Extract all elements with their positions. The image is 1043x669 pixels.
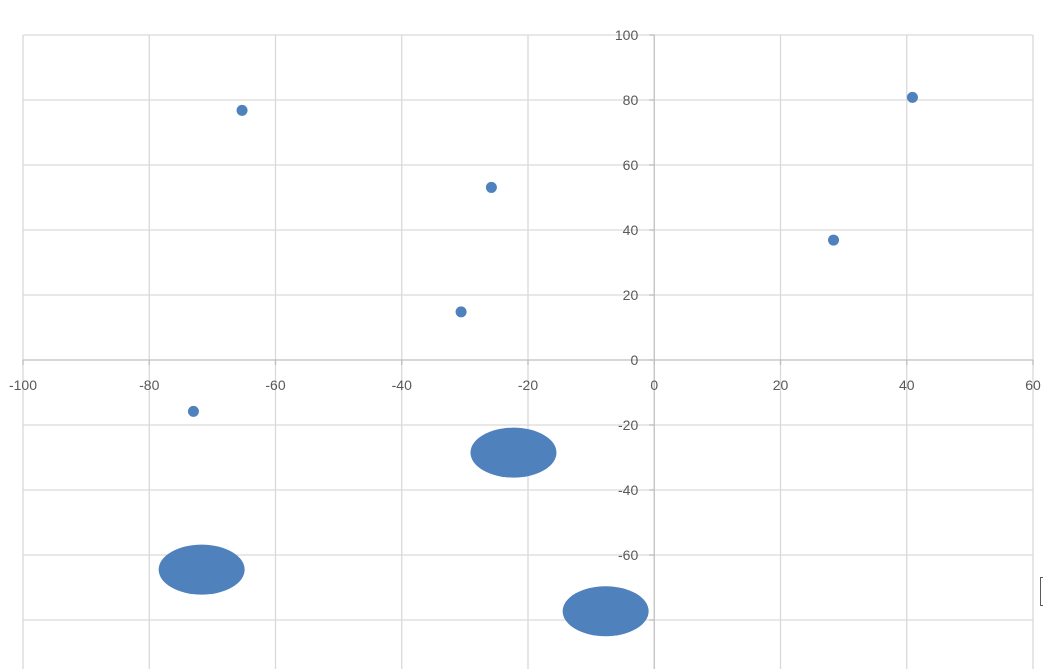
x-tick-label: -100 bbox=[9, 377, 37, 393]
x-tick-label: 0 bbox=[650, 377, 658, 393]
y-tick-label: -40 bbox=[618, 482, 638, 498]
y-tick-label: -60 bbox=[618, 547, 638, 563]
x-tick-label: 60 bbox=[1025, 377, 1041, 393]
data-point-enlarged bbox=[470, 427, 557, 478]
data-point bbox=[236, 104, 248, 116]
data-point bbox=[485, 181, 497, 193]
y-tick-label: 80 bbox=[623, 92, 639, 108]
x-tick-label: -80 bbox=[139, 377, 159, 393]
gridlines bbox=[22, 34, 1034, 669]
axes bbox=[22, 34, 1034, 669]
offscreen-element-edge bbox=[1040, 577, 1043, 606]
data-point-enlarged bbox=[158, 544, 245, 595]
data-point bbox=[906, 91, 918, 103]
data-point bbox=[187, 405, 199, 417]
y-tick-label: 20 bbox=[623, 287, 639, 303]
data-point bbox=[455, 306, 467, 318]
x-tick-label: -60 bbox=[265, 377, 285, 393]
y-tick-label: 0 bbox=[630, 352, 638, 368]
data-points bbox=[158, 91, 918, 637]
x-tick-label: 40 bbox=[899, 377, 915, 393]
x-tick-label: -40 bbox=[392, 377, 412, 393]
y-tick-label: 60 bbox=[623, 157, 639, 173]
x-tick-label: -20 bbox=[518, 377, 538, 393]
tick-labels: -100 -80 -60 -40 -20 0 20 40 60 100 80 60 40 20 0 -20 -4… bbox=[9, 27, 1041, 628]
chart-title bbox=[521, 0, 525, 8]
x-tick-label: 20 bbox=[773, 377, 789, 393]
data-point bbox=[828, 234, 840, 246]
data-point-enlarged bbox=[562, 586, 649, 637]
y-tick-label: 100 bbox=[615, 27, 639, 43]
y-tick-label: 40 bbox=[623, 222, 639, 238]
y-tick-label: -20 bbox=[618, 417, 638, 433]
